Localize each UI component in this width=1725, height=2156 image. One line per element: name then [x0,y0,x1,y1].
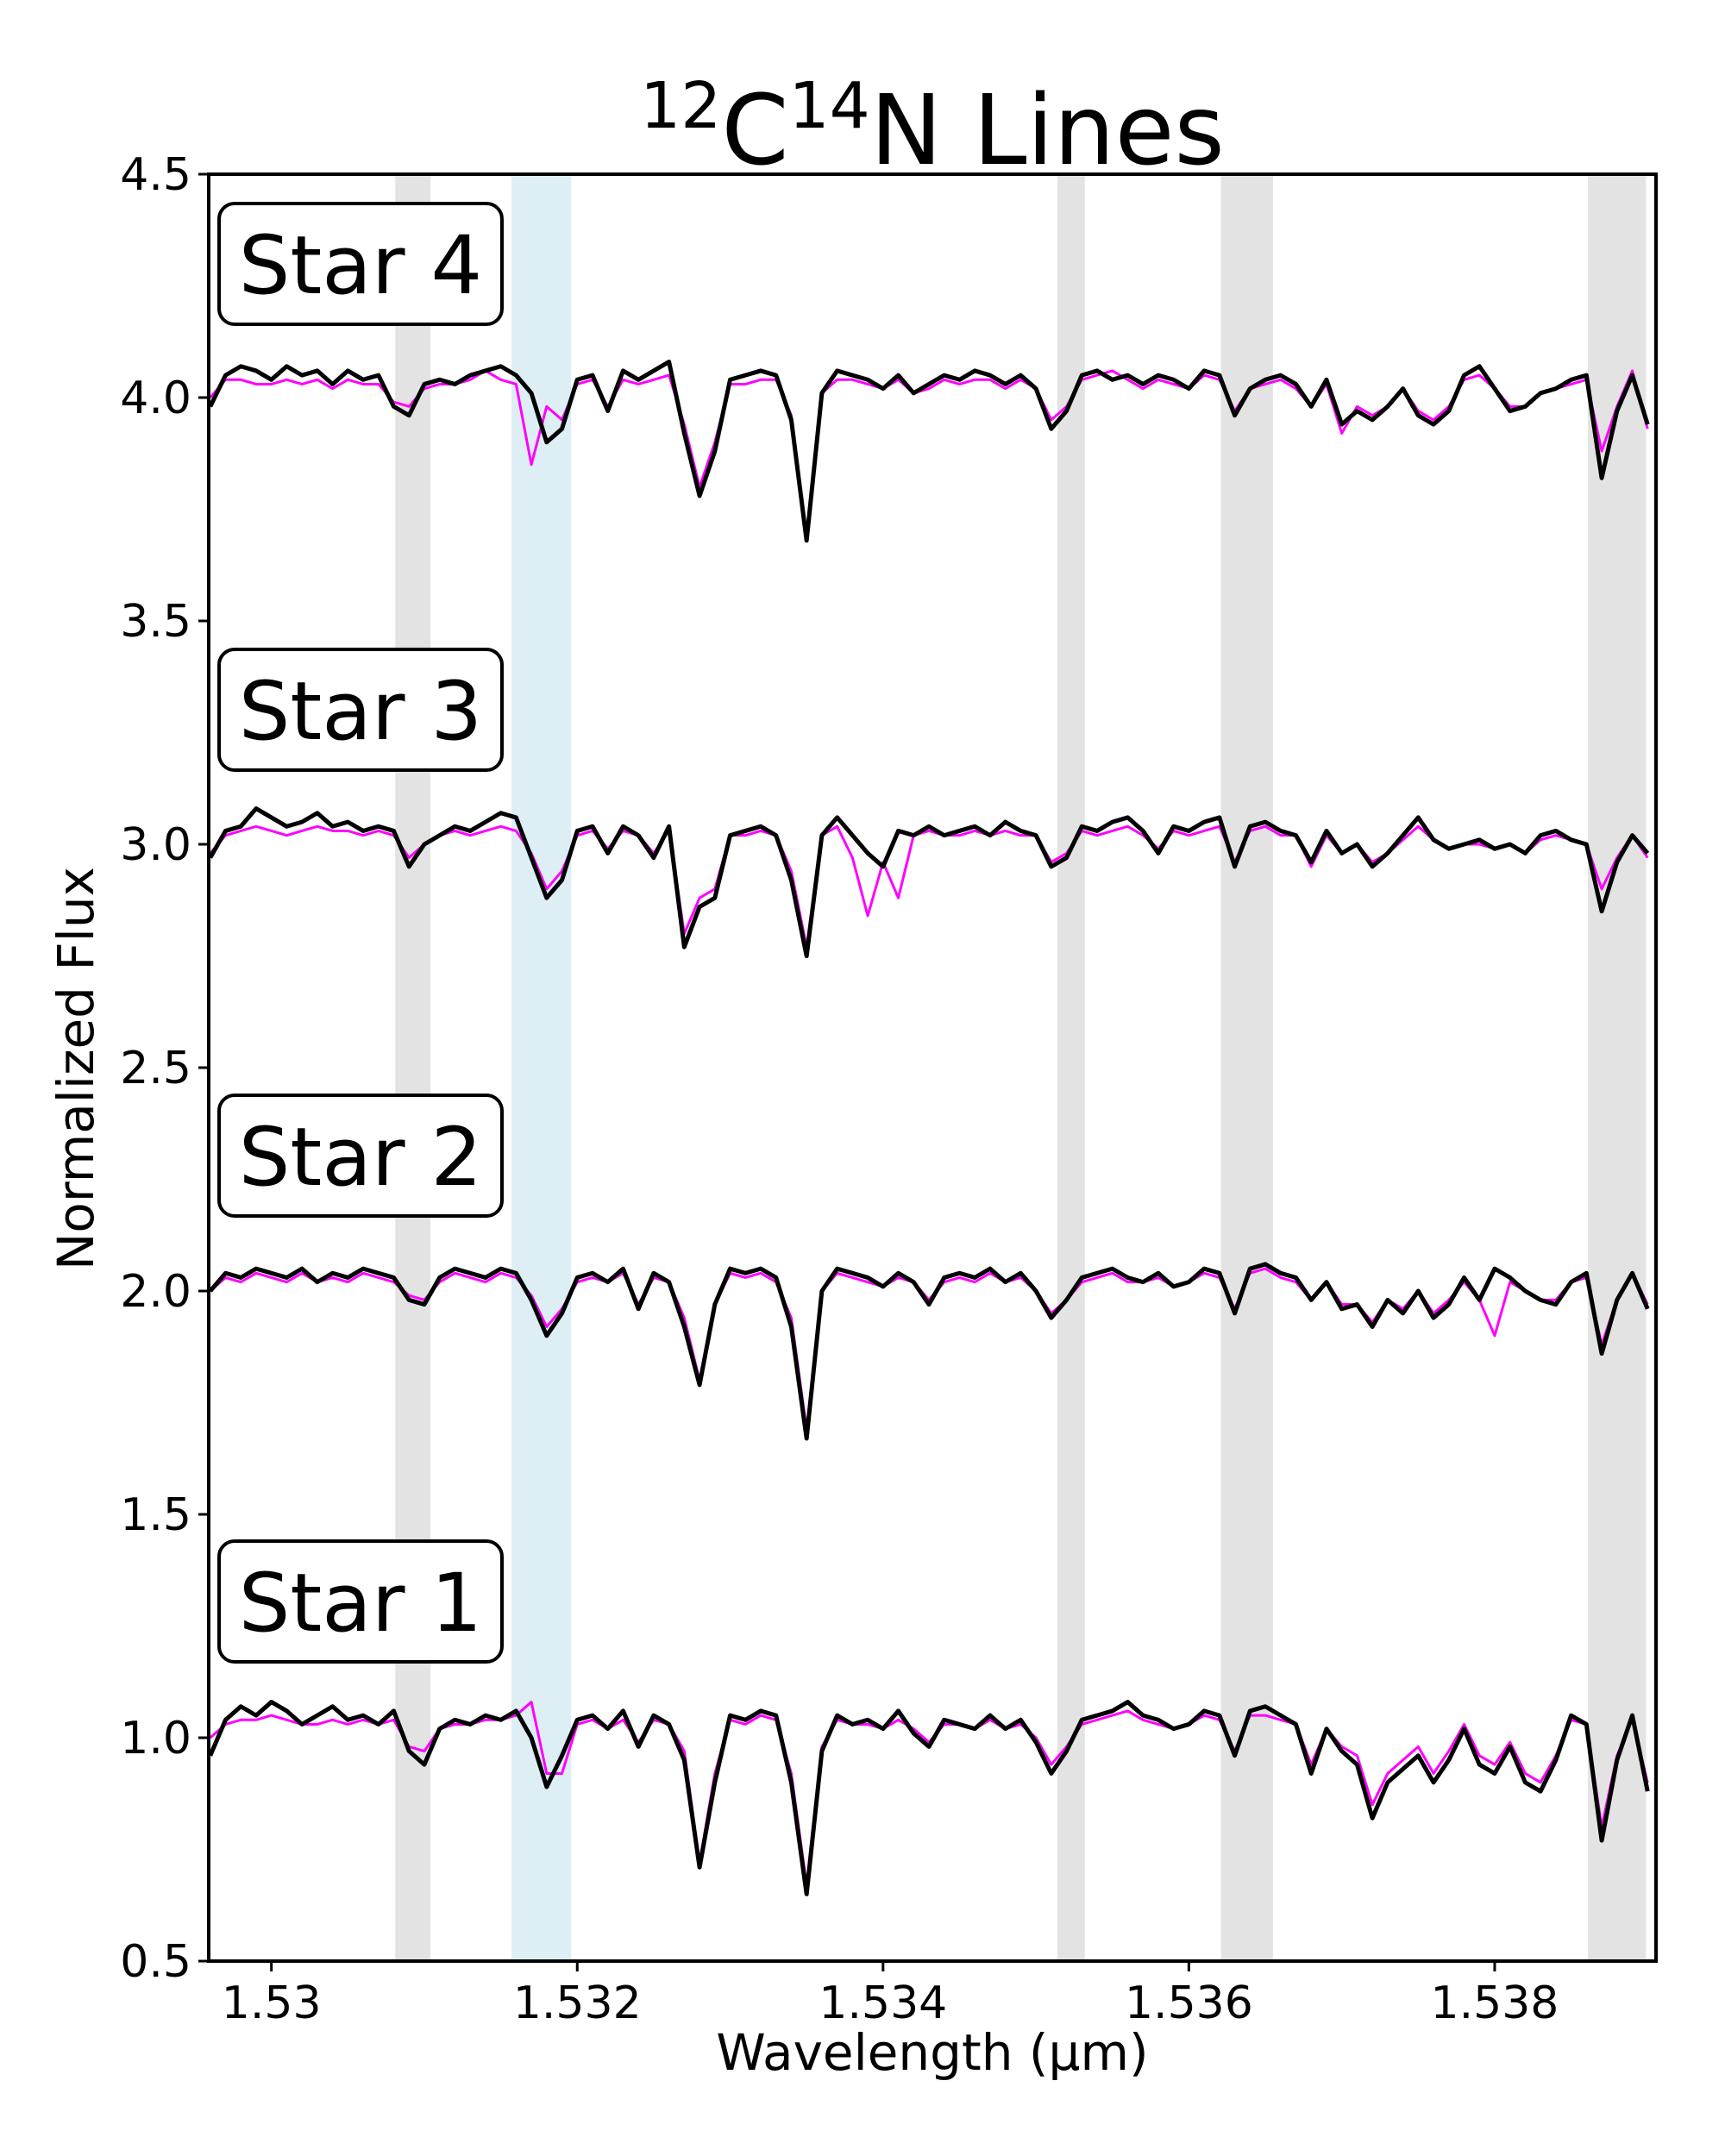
star-label: Star 3 [239,665,482,759]
x-tick-label: 1.536 [1125,1977,1253,2029]
y-tick-label: 4.5 [120,149,191,201]
y-tick-label: 2.0 [120,1266,191,1318]
shaded-region [1057,174,1085,1961]
y-tick-label: 3.0 [120,819,191,871]
y-tick-label: 1.0 [120,1713,191,1764]
spectrum-line [209,1701,1649,1887]
y-axis-label: Normalized Flux [47,867,105,1270]
title-superscript: 14 [789,69,870,143]
x-tick-label: 1.538 [1431,1977,1559,2029]
spectrum-line [209,1262,1650,1441]
spectrum-line [209,1700,1650,1896]
title-text: C [721,75,788,187]
shaded-region [395,174,431,1961]
star-label: Star 4 [239,219,482,313]
spectrum-line [209,824,1649,949]
x-tick-label: 1.53 [222,1977,322,2029]
star-label: Star 1 [239,1557,482,1651]
shaded-region [511,174,572,1961]
y-tick-label: 3.5 [120,596,191,648]
shaded-region [1220,174,1273,1961]
spectrum-line [209,360,1650,543]
label-box [217,1094,504,1218]
x-tick-label: 1.532 [513,1977,642,2029]
y-tick-label: 0.5 [120,1936,191,1988]
x-tick-label: 1.534 [819,1977,947,2029]
x-axis-label: Wavelength (μm) [716,2023,1148,2082]
star-label: Star 2 [239,1111,482,1205]
plot-area [209,174,1650,1961]
label-box [217,202,504,326]
title-superscript: 12 [640,69,721,143]
y-tick-label: 1.5 [120,1489,191,1541]
chart-title: 12C14N Lines [640,69,1225,187]
label-box [217,648,504,772]
y-tick-label: 4.0 [120,373,191,424]
shaded-region [1588,174,1647,1961]
label-box [217,1539,504,1664]
spectrum-line [209,806,1650,958]
y-tick-label: 2.5 [120,1043,191,1094]
title-text: N Lines [870,75,1225,187]
